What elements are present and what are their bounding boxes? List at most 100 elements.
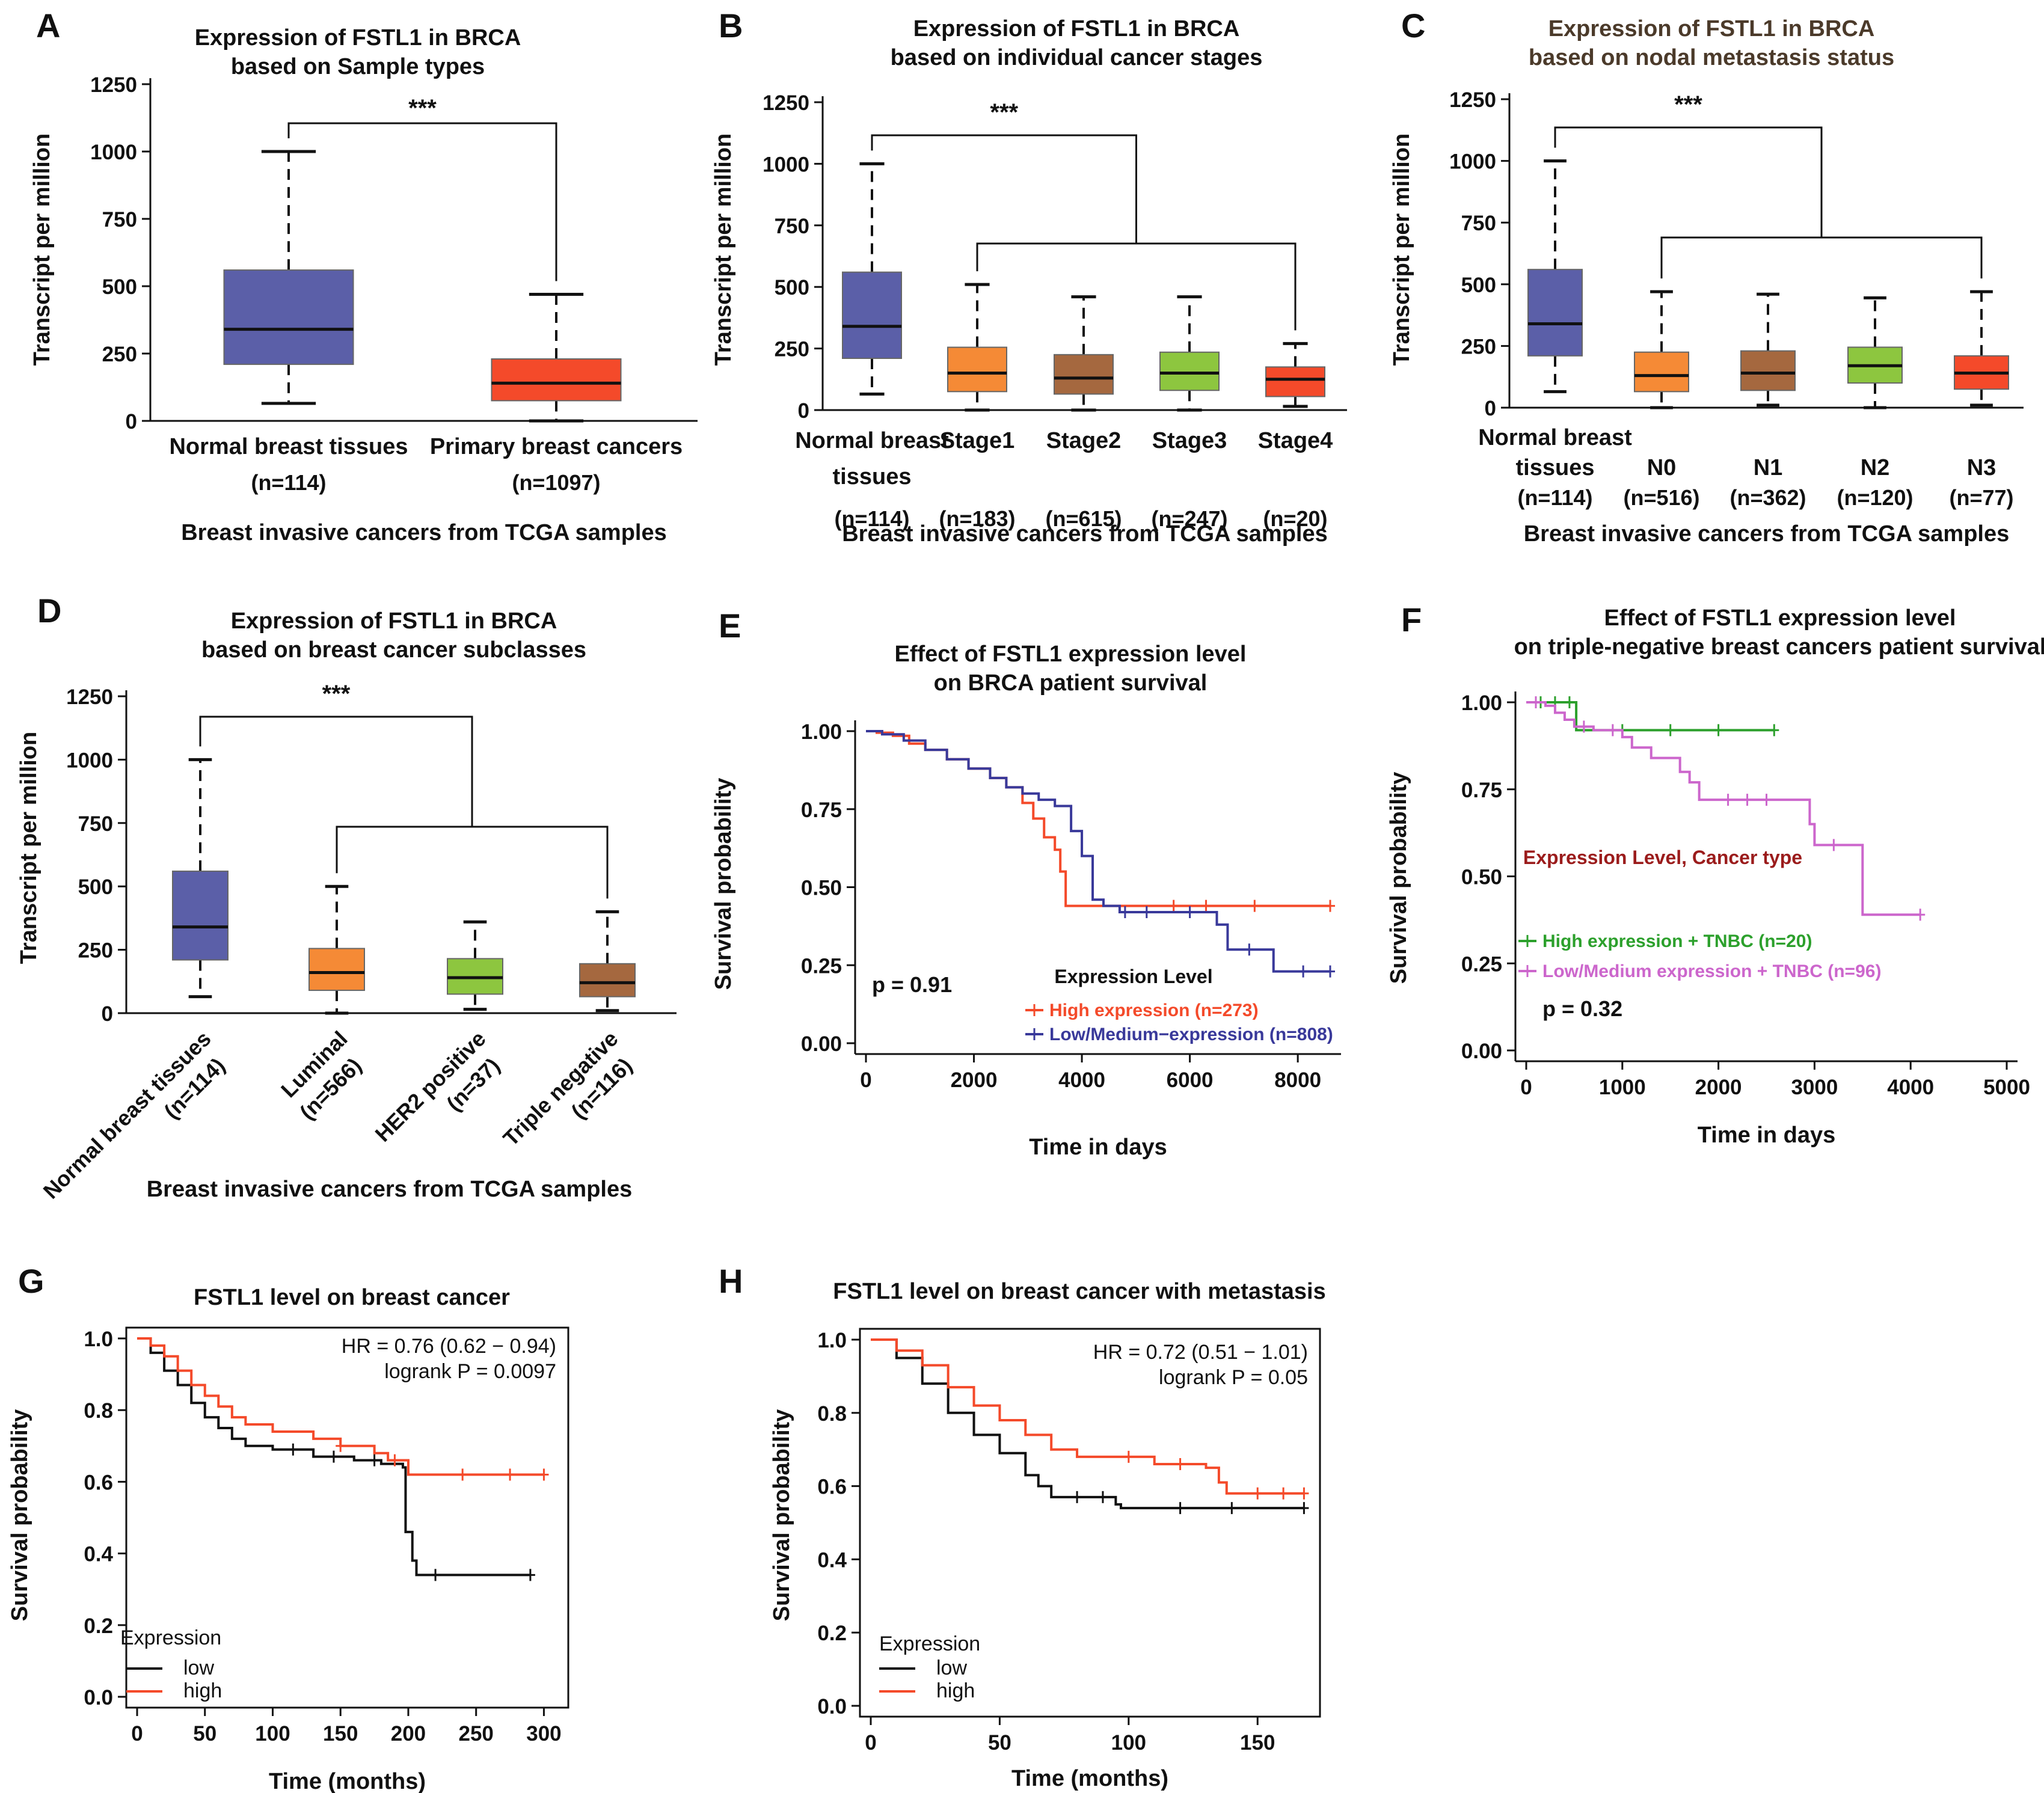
censor-mark: [1168, 900, 1179, 912]
chart-title: FSTL1 level on breast cancer: [194, 1285, 510, 1310]
significance-stars: ***: [990, 99, 1018, 126]
chart-title: Effect of FSTL1 expression level: [1604, 605, 1956, 631]
y-tick-label: 1250: [1449, 88, 1496, 112]
x-tick-label: 1000: [1599, 1076, 1646, 1099]
censor-mark: [1298, 965, 1309, 978]
y-tick-label: 500: [775, 276, 809, 299]
group-label: Stage3: [1152, 428, 1227, 453]
legend-label: low: [183, 1657, 214, 1679]
y-axis-label: Transcript per million: [1389, 133, 1414, 366]
x-tick-label: 2000: [951, 1068, 998, 1092]
x-axis-label: Breast invasive cancers from TCGA sample…: [147, 1177, 633, 1202]
x-axis-label: Time (months): [1011, 1766, 1168, 1791]
x-tick-label: 5000: [1983, 1076, 2030, 1099]
panel-letter: H: [719, 1262, 743, 1300]
censor-mark: [288, 1443, 298, 1456]
group-label: N1: [1754, 455, 1783, 480]
y-tick-label: 1.0: [817, 1329, 847, 1352]
y-tick-label: 750: [775, 215, 809, 238]
group-n: (n=20): [1263, 506, 1327, 531]
group-n: (n=247): [1151, 506, 1227, 531]
censor-mark: [525, 1569, 535, 1581]
box: [1527, 269, 1583, 357]
censor-mark: [390, 1454, 400, 1467]
rotated-label: Luminal(n=566): [276, 1026, 366, 1124]
panel-letter: E: [719, 607, 741, 645]
x-tick-label: 0: [865, 1731, 876, 1755]
stats-annotation: HR = 0.72 (0.51 − 1.01): [1093, 1341, 1308, 1364]
box: [947, 346, 1007, 393]
y-tick-label: 0.8: [817, 1402, 847, 1426]
y-tick-label: 0.6: [84, 1471, 113, 1494]
legend-title: Expression Level: [1054, 966, 1212, 987]
significance-stars: ***: [408, 95, 437, 121]
censor-mark: [539, 1468, 549, 1481]
p-value: p = 0.32: [1542, 996, 1622, 1021]
panel-g: G FSTL1 level on breast cancer 0.0 0.2 0.4 0.…: [7, 1262, 569, 1793]
y-axis-label: Survival probability: [7, 1409, 32, 1622]
y-tick-label: 1.00: [1461, 691, 1502, 715]
censor-mark: [1829, 839, 1839, 851]
y-tick-label: 1000: [66, 749, 113, 772]
box-group: Luminal(n=566): [276, 884, 366, 1124]
censor-mark: [458, 1468, 468, 1481]
survival-curve-high: [1526, 701, 1775, 732]
significance-bracket: [287, 122, 557, 281]
significance-bracket: [199, 716, 473, 827]
chart-title: on triple-negative breast cancers patien…: [1514, 634, 2044, 660]
box: [579, 963, 636, 998]
censor-mark: [1713, 724, 1723, 737]
panel-a: A Expression of FSTL1 in BRCA based on Sam…: [29, 7, 698, 545]
significance-stars: ***: [322, 681, 351, 707]
y-tick-label: 0: [1485, 397, 1496, 420]
legend-title: Expression: [120, 1626, 221, 1649]
y-tick-label: 0.4: [817, 1548, 847, 1572]
rotated-label: HER2 positive(n=37): [370, 1026, 505, 1147]
panel-letter: C: [1401, 7, 1425, 44]
y-axis-label: Survival probability: [1386, 772, 1411, 984]
y-tick-label: 0.4: [84, 1543, 113, 1566]
censor-mark: [328, 1450, 339, 1463]
survival-curve-low: [137, 1337, 530, 1577]
y-tick-label: 0.50: [1461, 866, 1502, 889]
y-tick-label: 0: [798, 399, 809, 423]
censor-mark: [431, 1569, 441, 1581]
group-n: (n=114): [1517, 485, 1592, 510]
legend-label: High expression (n=273): [1049, 1001, 1259, 1020]
y-tick-label: 750: [78, 812, 113, 836]
group-label: Normal breast: [1478, 425, 1632, 450]
group-label: N2: [1861, 455, 1890, 480]
box-group: Stage2 (n=615): [1045, 295, 1122, 531]
panel-letter: F: [1401, 601, 1422, 639]
censor-mark: [1325, 900, 1335, 912]
x-tick-label: 0: [131, 1722, 143, 1745]
censor-mark: [1175, 1502, 1185, 1515]
chart-title: based on breast cancer subclasses: [201, 637, 586, 663]
y-tick-label: 1.0: [84, 1328, 113, 1351]
y-tick-label: 0.75: [1461, 779, 1502, 802]
rotated-label: Triple negative(n=116): [498, 1026, 637, 1151]
legend-label: low: [936, 1657, 967, 1679]
censor-mark: [1278, 1487, 1289, 1500]
y-tick-label: 0.75: [801, 798, 842, 822]
plot-frame: [859, 1328, 1321, 1718]
survival-curve-high: [137, 1337, 544, 1476]
censor-mark: [1769, 724, 1779, 737]
x-tick-label: 250: [459, 1722, 494, 1745]
x-tick-label: 0: [860, 1068, 871, 1092]
y-tick-label: 0.25: [1461, 952, 1502, 976]
panel-d: D Expression of FSTL1 in BRCA based on bre…: [16, 592, 677, 1204]
censor-mark: [1742, 794, 1752, 806]
x-tick-label: 100: [1111, 1731, 1146, 1755]
inner-bracket: [336, 826, 609, 899]
x-axis-label: Time in days: [1029, 1135, 1167, 1160]
box-group: Normal breast tissues (n=114): [795, 162, 949, 531]
box: [491, 358, 622, 402]
x-tick-label: 150: [323, 1722, 358, 1745]
group-label: N0: [1647, 455, 1677, 480]
panel-letter: G: [18, 1262, 45, 1300]
chart-title: Expression of FSTL1 in BRCA: [231, 608, 557, 634]
box-group: N1 (n=362): [1729, 292, 1806, 510]
significance-stars: ***: [1674, 91, 1702, 118]
x-tick-label: 3000: [1791, 1076, 1838, 1099]
